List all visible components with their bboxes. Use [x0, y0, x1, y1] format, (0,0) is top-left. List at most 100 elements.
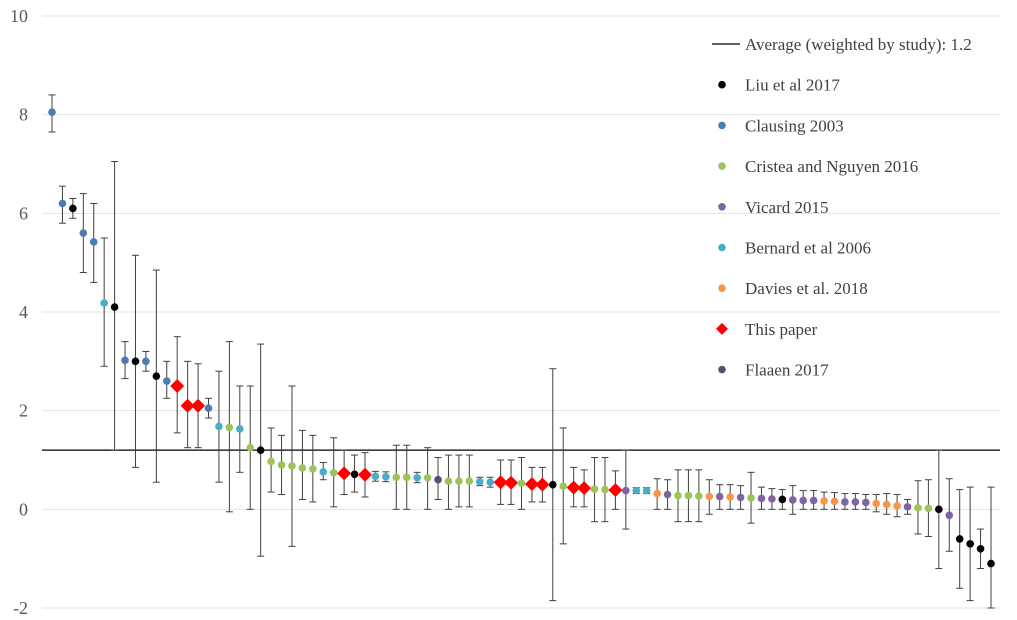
- data-point: [903, 503, 912, 511]
- legend-label: This paper: [745, 320, 818, 339]
- data-point: [935, 505, 943, 514]
- legend-dot-marker: [718, 80, 726, 89]
- data-point-diamond: [608, 483, 623, 498]
- data-point: [841, 498, 849, 506]
- data-point: [966, 540, 974, 548]
- y-tick-label: 4: [19, 302, 28, 322]
- y-tick-label: 8: [19, 105, 28, 125]
- legend-label: Average (weighted by study): 1.2: [745, 35, 972, 54]
- data-point: [371, 472, 380, 481]
- data-point-diamond: [566, 480, 581, 495]
- data-point-diamond: [577, 481, 592, 496]
- legend-dot-marker: [718, 162, 726, 170]
- data-point: [246, 443, 255, 452]
- data-point: [89, 238, 98, 246]
- y-tick-label: 2: [19, 401, 28, 421]
- data-point: [674, 491, 682, 500]
- data-point: [736, 493, 745, 502]
- data-point-diamond: [170, 379, 185, 393]
- legend-diamond-marker: [716, 322, 728, 335]
- data-point: [142, 357, 150, 366]
- data-point: [267, 457, 275, 466]
- legend-item-average: Average (weighted by study): 1.2: [712, 35, 972, 54]
- data-point: [820, 497, 828, 505]
- data-point: [121, 356, 129, 365]
- data-point: [225, 423, 234, 432]
- data-point: [277, 461, 286, 469]
- data-point-diamond: [504, 475, 519, 490]
- legend-item: Clausing 2003: [718, 116, 844, 135]
- legend: Average (weighted by study): 1.2 Liu et a…: [712, 35, 972, 380]
- gridlines: [42, 15, 1000, 609]
- legend-label: Clausing 2003: [745, 116, 844, 135]
- y-tick-label: 0: [19, 499, 28, 519]
- data-point: [768, 495, 776, 503]
- data-point: [455, 477, 463, 486]
- data-point: [204, 404, 213, 413]
- legend-item: Liu et al 2017: [718, 76, 840, 95]
- data-point-diamond: [337, 466, 352, 481]
- data-point: [549, 480, 557, 489]
- data-point: [924, 504, 933, 513]
- data-point: [152, 372, 161, 380]
- data-point: [236, 425, 244, 433]
- legend-label: Cristea and Nguyen 2016: [745, 157, 918, 176]
- legend-dot-marker: [718, 284, 726, 293]
- data-point: [747, 494, 755, 502]
- data-point: [309, 465, 317, 473]
- data-point: [726, 493, 734, 501]
- data-point: [402, 473, 411, 482]
- legend-item: Vicard 2015: [718, 198, 828, 217]
- data-point: [350, 470, 359, 479]
- data-point: [486, 478, 495, 487]
- data-point: [329, 469, 338, 477]
- data-point: [413, 473, 421, 482]
- data-point: [162, 377, 171, 385]
- data-markers: [48, 108, 995, 568]
- data-point: [256, 446, 265, 454]
- data-point: [987, 559, 995, 568]
- data-point: [945, 511, 954, 520]
- legend-dot-marker: [718, 365, 726, 374]
- data-point: [799, 496, 807, 505]
- legend-label: Vicard 2015: [745, 198, 828, 217]
- data-point: [882, 500, 891, 509]
- data-point: [715, 492, 724, 501]
- y-tick-label: 6: [19, 203, 28, 223]
- data-point: [382, 472, 390, 481]
- data-point: [79, 229, 88, 237]
- legend-dot-marker: [718, 243, 726, 252]
- data-point: [100, 299, 108, 307]
- data-point: [434, 475, 442, 484]
- data-point: [58, 199, 67, 208]
- legend-item: Davies et al. 2018: [718, 279, 868, 298]
- legend-dot-marker: [718, 203, 726, 211]
- legend-label: Bernard et al 2006: [745, 239, 871, 258]
- y-tick-label: -2: [13, 598, 28, 618]
- data-point: [465, 477, 474, 486]
- data-point: [653, 489, 661, 498]
- y-axis-tick-labels: -2 0 2 4 6 8 10: [10, 6, 28, 618]
- y-tick-label: 10: [10, 6, 28, 26]
- data-point: [319, 468, 328, 476]
- data-point: [69, 204, 77, 213]
- data-point: [131, 357, 140, 366]
- data-point: [559, 482, 568, 490]
- data-point: [830, 497, 839, 506]
- data-point: [862, 498, 870, 507]
- data-point-diamond: [180, 398, 195, 413]
- legend-label: Flaaen 2017: [745, 361, 829, 380]
- data-point: [423, 473, 432, 482]
- data-point: [778, 495, 787, 504]
- data-point: [475, 477, 484, 486]
- data-point: [695, 492, 703, 500]
- data-point: [788, 496, 797, 504]
- data-point-diamond: [524, 477, 539, 492]
- data-point: [298, 464, 307, 472]
- data-point-diamond: [535, 477, 550, 492]
- legend-item: Bernard et al 2006: [718, 239, 871, 258]
- data-point: [215, 422, 223, 431]
- data-point: [914, 504, 922, 512]
- legend-dot-marker: [718, 121, 726, 130]
- data-point: [590, 485, 599, 493]
